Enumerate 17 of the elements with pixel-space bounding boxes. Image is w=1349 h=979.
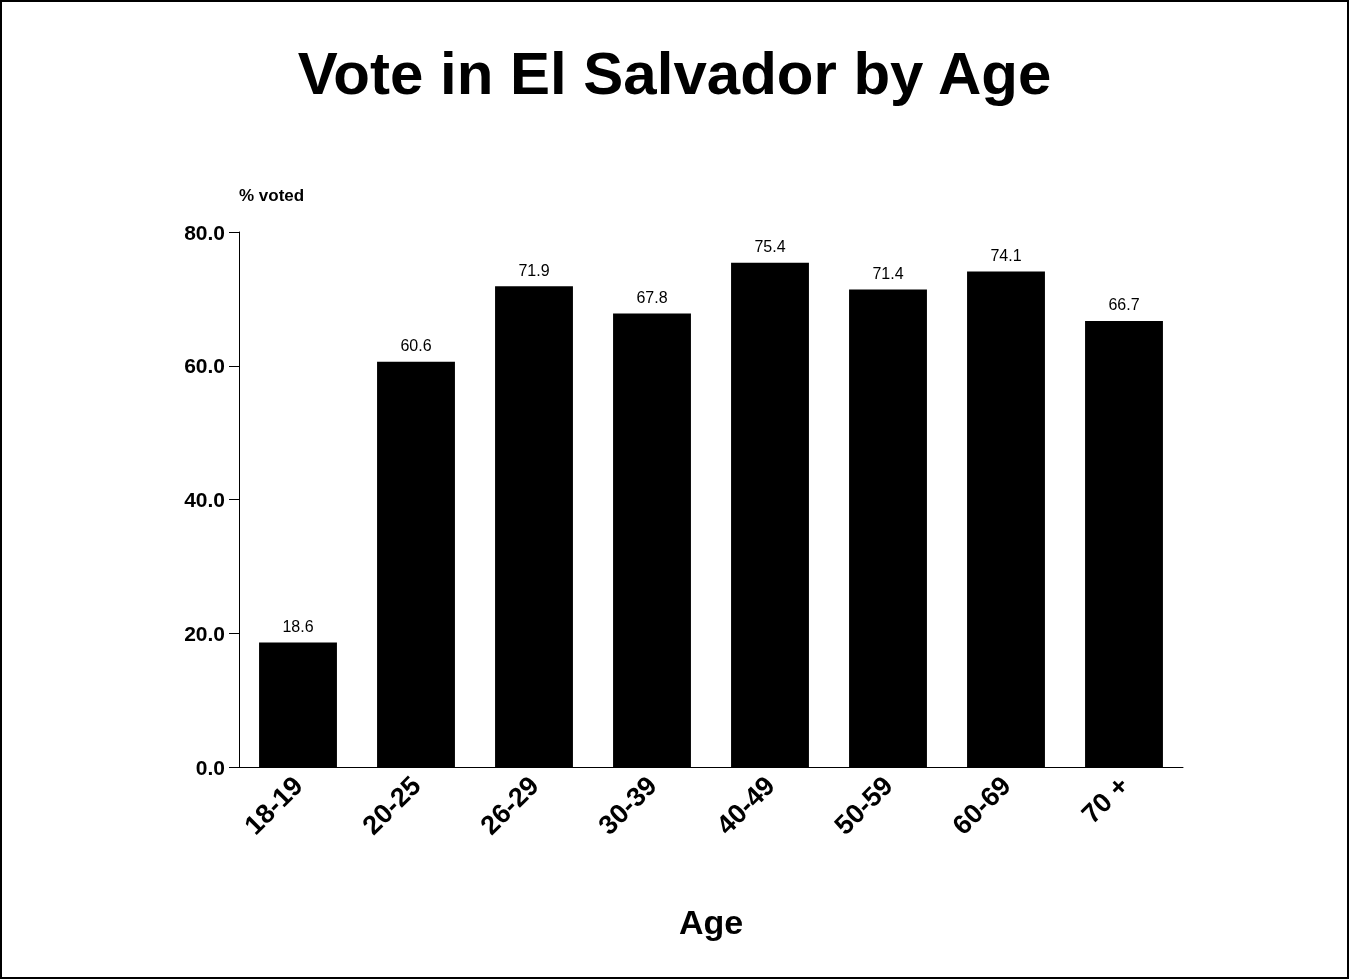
y-tick-label: 80.0 [184,220,225,244]
y-tick-label: 20.0 [184,621,225,645]
chart-title: Vote in El Salvador by Age [297,39,1052,107]
data-label: 71.4 [872,265,904,283]
data-label: 66.7 [1108,296,1140,314]
x-axis-title: Age [678,903,744,941]
data-label: 71.9 [518,261,550,279]
y-tick-label: 60.0 [184,354,225,378]
data-label: 67.8 [636,289,668,307]
y-axis-title: % voted [239,186,305,205]
data-label: 60.6 [400,337,432,355]
data-label: 74.1 [990,246,1022,264]
y-tick-label: 40.0 [184,488,225,511]
y-tick-label: 0.0 [195,755,225,779]
x-tick-label: 70 + [1075,770,1135,830]
data-label: 75.4 [754,238,786,256]
data-label: 18.6 [282,618,314,636]
